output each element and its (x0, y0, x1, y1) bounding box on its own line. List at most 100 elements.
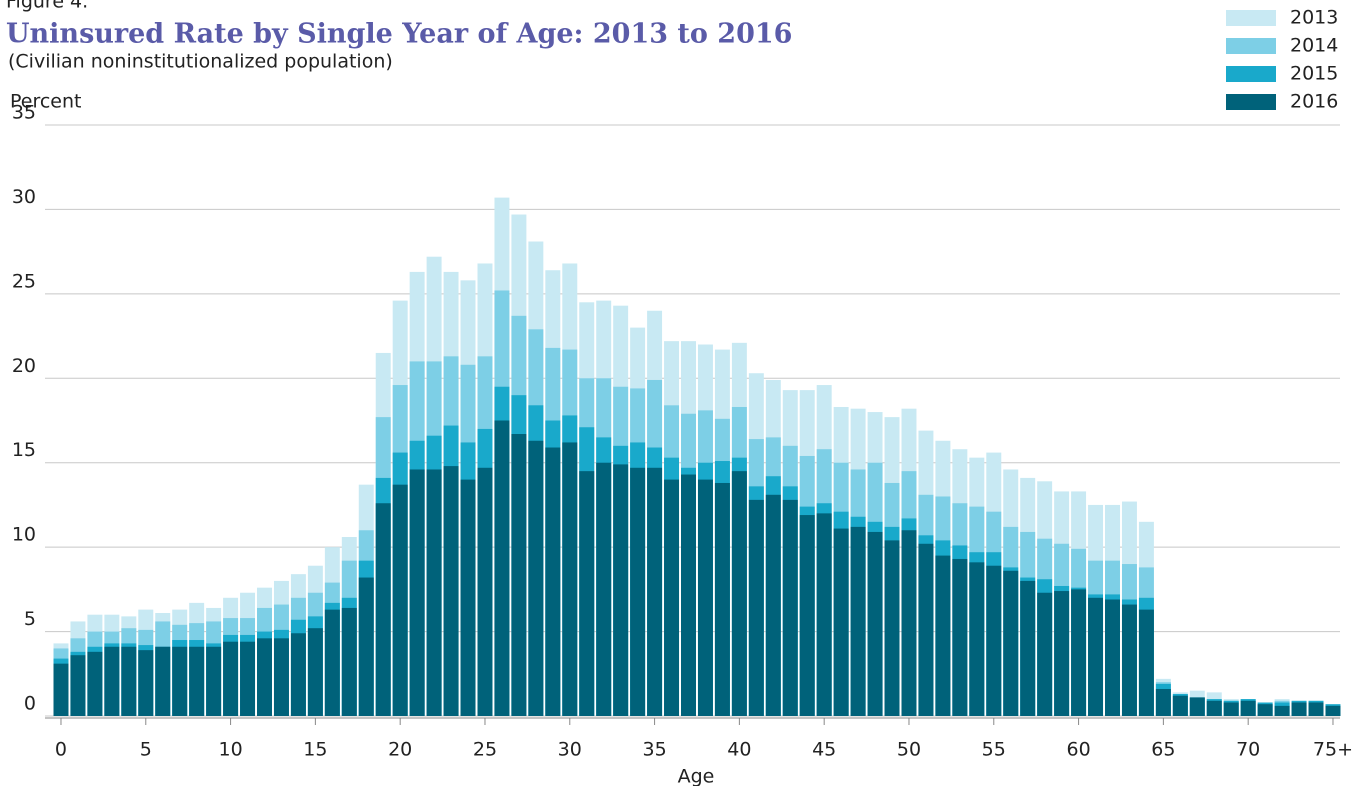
bar (579, 471, 595, 716)
bar (1138, 609, 1154, 716)
legend-swatch (1226, 10, 1276, 26)
y-tick-label: 35 (12, 102, 36, 124)
bar (1223, 702, 1239, 716)
x-tick-label: 10 (218, 739, 242, 761)
bar (53, 663, 69, 716)
bar (1325, 705, 1341, 716)
legend-swatch (1226, 94, 1276, 110)
bar (833, 528, 849, 716)
x-tick-label: 30 (558, 739, 582, 761)
bar (969, 562, 985, 716)
legend-label: 2013 (1290, 7, 1338, 29)
x-tick-label: 65 (1151, 739, 1175, 761)
bar (1257, 704, 1273, 716)
bar (986, 565, 1002, 716)
bar (70, 655, 86, 716)
x-tick-label: 40 (727, 739, 751, 761)
bar (630, 467, 646, 716)
bar (647, 467, 663, 716)
bar (664, 479, 680, 716)
bar (799, 515, 815, 716)
y-tick-label: 5 (24, 608, 36, 630)
bar (1274, 705, 1290, 716)
bar (104, 646, 120, 716)
bar (1291, 702, 1307, 716)
legend-label: 2014 (1290, 35, 1338, 57)
x-tick-label: 45 (812, 739, 836, 761)
bar (545, 447, 561, 716)
bar (613, 464, 629, 716)
bar (1020, 580, 1036, 716)
bar (850, 526, 866, 716)
bar (1088, 597, 1104, 716)
bar (714, 482, 730, 716)
bar (901, 530, 917, 716)
x-tick-label: 75+ (1313, 739, 1353, 761)
y-tick-label: 30 (12, 186, 36, 208)
bar (1105, 599, 1120, 716)
x-tick-label: 50 (897, 739, 921, 761)
bar (375, 503, 391, 716)
y-tick-label: 10 (12, 524, 36, 546)
bar (392, 484, 408, 716)
bar (121, 646, 137, 716)
legend-swatch (1226, 66, 1276, 82)
x-tick-label: 5 (140, 739, 152, 761)
bar (1121, 604, 1137, 716)
bar (1189, 697, 1205, 716)
bar (494, 420, 510, 716)
figure-label: Figure 4. (6, 0, 88, 13)
bar (273, 638, 289, 716)
bar (189, 646, 205, 716)
chart-title: Uninsured Rate by Single Year of Age: 20… (6, 19, 792, 50)
x-tick-label: 60 (1066, 739, 1090, 761)
y-axis-label: Percent (10, 91, 82, 113)
x-axis-label: Age (678, 766, 715, 786)
bar (290, 633, 306, 716)
x-tick-label: 15 (303, 739, 327, 761)
bar (358, 577, 374, 716)
bar (884, 540, 900, 716)
bar (1054, 591, 1070, 716)
bar (206, 646, 222, 716)
bar (240, 641, 256, 716)
bar (1037, 592, 1053, 716)
bar (816, 513, 832, 716)
bar (1172, 695, 1188, 716)
x-tick-label: 25 (473, 739, 497, 761)
bar (748, 499, 764, 716)
bar (1206, 700, 1222, 716)
x-tick-label: 55 (982, 739, 1006, 761)
bar (460, 479, 476, 716)
bar (731, 471, 747, 716)
y-tick-label: 0 (24, 693, 36, 715)
bar (223, 641, 239, 716)
bar (138, 650, 154, 716)
bar (172, 646, 188, 716)
bar (409, 469, 425, 716)
bar (681, 474, 696, 716)
x-tick-label: 35 (642, 739, 666, 761)
x-tick-label: 20 (388, 739, 412, 761)
bar (324, 609, 340, 716)
chart-subtitle: (Civilian noninstitutionalized populatio… (8, 51, 393, 73)
bar (1308, 702, 1324, 716)
bar (867, 531, 883, 716)
legend-swatch (1226, 38, 1276, 54)
x-tick-label: 70 (1236, 739, 1260, 761)
bar (562, 442, 578, 716)
bar (511, 434, 527, 716)
bar (87, 651, 103, 716)
bar (341, 607, 357, 716)
bar (443, 466, 459, 716)
y-tick-label: 15 (12, 439, 36, 461)
bar (1003, 570, 1019, 716)
bar (155, 646, 171, 716)
y-tick-label: 20 (12, 355, 36, 377)
bar (935, 555, 951, 716)
bar (782, 499, 798, 716)
bar (596, 462, 612, 716)
bar (307, 628, 323, 716)
bar (426, 469, 442, 716)
